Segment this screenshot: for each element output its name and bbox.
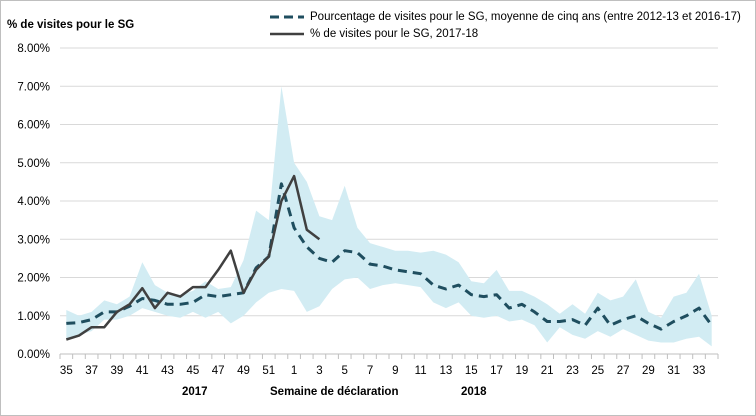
range-band bbox=[66, 86, 712, 347]
y-tick-label: 4.00% bbox=[17, 196, 50, 208]
x-tick-label: 49 bbox=[237, 365, 250, 377]
legend-swatch-current bbox=[270, 32, 304, 35]
legend: Pourcentage de visites pour le SG, moyen… bbox=[268, 8, 741, 42]
series-line-average bbox=[66, 182, 713, 331]
x-tick-label: 3 bbox=[316, 365, 322, 377]
y-tick-label: 5.00% bbox=[17, 158, 50, 170]
x-tick-label: 35 bbox=[60, 365, 73, 377]
x-tick-label: 11 bbox=[415, 365, 427, 377]
x-tick-label: 29 bbox=[642, 365, 655, 377]
x-tick-label: 5 bbox=[342, 365, 348, 377]
y-tick-label: 2.00% bbox=[17, 273, 50, 285]
x-tick-label: 43 bbox=[161, 365, 174, 377]
x-tick-label: 41 bbox=[136, 365, 149, 377]
x-axis-title: Semaine de déclaration bbox=[270, 386, 399, 398]
x-tick-label: 45 bbox=[186, 365, 199, 377]
x-tick-label: 1 bbox=[291, 365, 297, 377]
y-tick-label: 8.00% bbox=[17, 43, 50, 55]
y-axis-title: % de visites pour le SG bbox=[7, 19, 135, 31]
x-tick-label: 31 bbox=[667, 365, 680, 377]
x-tick-label: 19 bbox=[515, 365, 528, 377]
x-tick-label: 23 bbox=[566, 365, 579, 377]
y-tick-label: 7.00% bbox=[17, 81, 50, 93]
series-line-current bbox=[65, 174, 321, 341]
year-label-2018: 2018 bbox=[461, 386, 487, 398]
x-tick-label: 33 bbox=[693, 365, 706, 377]
x-tick-label: 27 bbox=[617, 365, 630, 377]
x-tick-label: 25 bbox=[591, 365, 604, 377]
y-tick-label: 3.00% bbox=[17, 234, 50, 246]
legend-label-average: Pourcentage de visites pour le SG, moyen… bbox=[310, 10, 741, 23]
x-tick-label: 13 bbox=[440, 365, 453, 377]
y-tick-label: 6.00% bbox=[17, 120, 50, 132]
x-tick-label: 47 bbox=[212, 365, 225, 377]
x-tick-label: 9 bbox=[392, 365, 398, 377]
x-tick-label: 39 bbox=[111, 365, 124, 377]
x-tick-label: 17 bbox=[490, 365, 503, 377]
x-tick-label: 21 bbox=[541, 365, 554, 377]
x-tick-label: 51 bbox=[262, 365, 275, 377]
x-tick-label: 37 bbox=[85, 365, 98, 377]
legend-label-current: % de visites pour le SG, 2017-18 bbox=[310, 27, 479, 40]
x-tick-label: 15 bbox=[465, 365, 478, 377]
legend-swatch-average bbox=[270, 15, 304, 18]
legend-item-average: Pourcentage de visites pour le SG, moyen… bbox=[268, 8, 741, 25]
legend-item-current: % de visites pour le SG, 2017-18 bbox=[268, 25, 741, 42]
y-tick-label: 1.00% bbox=[17, 311, 50, 323]
year-label-2017: 2017 bbox=[182, 386, 208, 398]
x-tick-label: 7 bbox=[367, 365, 373, 377]
y-tick-label: 0.00% bbox=[17, 349, 50, 361]
